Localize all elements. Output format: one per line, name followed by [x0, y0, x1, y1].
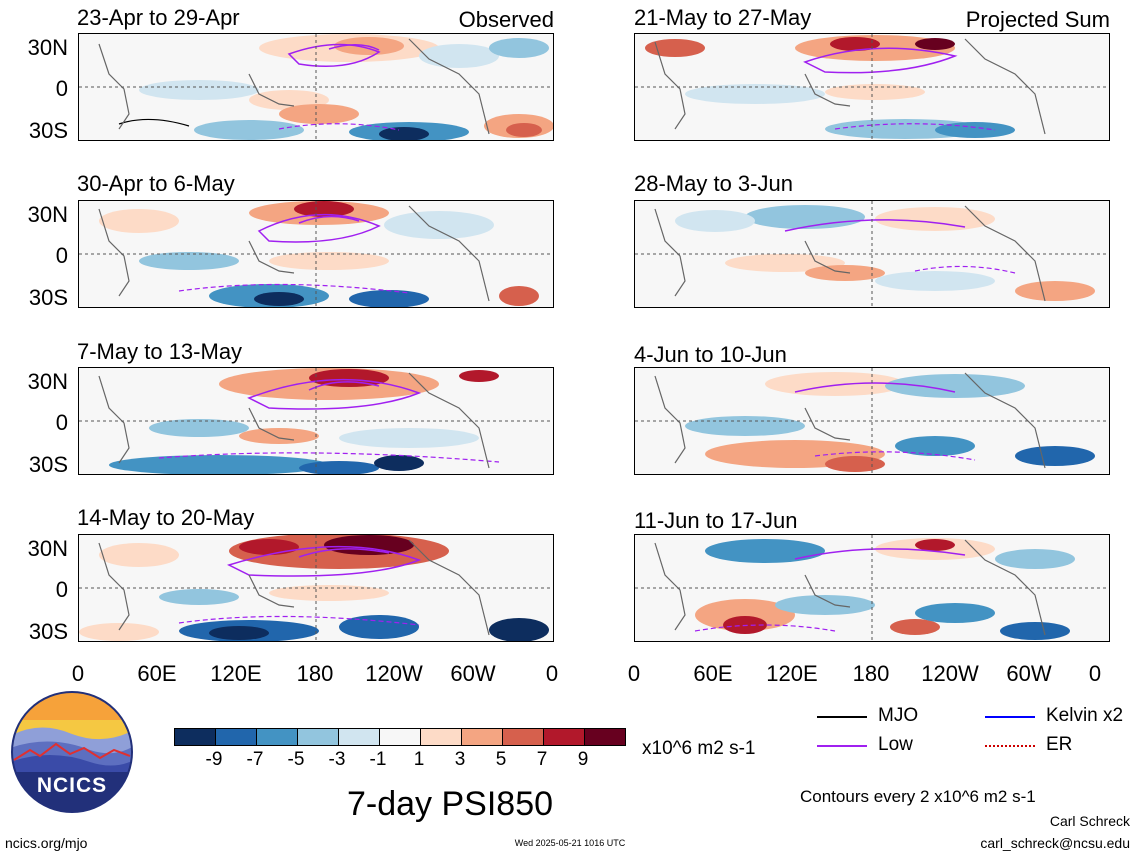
lon-label-60e-left: 60E [137, 661, 177, 686]
colorbar-segment-10 [585, 729, 625, 745]
map-panel-8 [634, 534, 1110, 642]
legend-label-er: ER [1046, 734, 1073, 755]
colorbar-segment-8 [503, 729, 544, 745]
lat-label-eq-1: 0 [55, 76, 68, 101]
colorbar-segment-4 [339, 729, 380, 745]
lon-label-60w-left: 60W [450, 661, 496, 686]
colorbar-segment-7 [462, 729, 503, 745]
lon-label-180-left: 180 [296, 661, 334, 686]
cbar-tick-neg9: -9 [205, 749, 223, 770]
map-field-5 [635, 34, 1109, 140]
map-field-6 [635, 201, 1109, 307]
map-panel-1 [78, 33, 554, 141]
colorbar-segment-5 [380, 729, 421, 745]
colorbar-segment-1 [216, 729, 257, 745]
lon-label-120e-left: 120E [210, 661, 262, 686]
lat-label-eq-2: 0 [55, 243, 68, 268]
lon-label-180-right: 180 [852, 661, 890, 686]
panel-title-4: 14-May to 20-May [77, 505, 255, 530]
lon-label-120w-left: 120W [365, 661, 423, 686]
map-panel-3 [78, 367, 554, 475]
legend-label-kelvin: Kelvin x2 [1046, 705, 1124, 726]
legend-line-kelvin [985, 716, 1035, 718]
lon-label-0-right: 0 [627, 661, 641, 686]
main-title: 7-day PSI850 [346, 785, 554, 823]
map-panel-6 [634, 200, 1110, 308]
lat-label-30n-3: 30N [27, 369, 68, 394]
cbar-tick-7: 7 [536, 749, 548, 770]
cbar-tick-neg5: -5 [287, 749, 305, 770]
observed-label: Observed [458, 7, 554, 32]
map-panel-2 [78, 200, 554, 308]
map-panel-4 [78, 534, 554, 642]
lat-label-30s-4: 30S [28, 619, 68, 644]
lat-label-30s-2: 30S [28, 285, 68, 310]
legend-label-low: Low [878, 734, 913, 755]
legend-line-mjo [817, 716, 867, 718]
map-panel-7 [634, 367, 1110, 475]
map-field-8 [635, 535, 1109, 641]
cbar-tick-3: 3 [454, 749, 466, 770]
colorbar-segment-2 [257, 729, 298, 745]
lat-label-30n-1: 30N [27, 35, 68, 60]
cbar-tick-neg3: -3 [328, 749, 346, 770]
cbar-tick-neg7: -7 [246, 749, 264, 770]
colorbar-units: x10^6 m2 s-1 [642, 738, 756, 759]
map-field-4 [79, 535, 553, 641]
colorbar [174, 728, 626, 746]
footer-email: carl_schreck@ncsu.edu [980, 835, 1130, 851]
lon-label-0-end-right: 0 [1088, 661, 1102, 686]
projected-sum-label: Projected Sum [965, 7, 1110, 32]
colorbar-segment-0 [175, 729, 216, 745]
lon-label-60w-right: 60W [1006, 661, 1052, 686]
lat-label-eq-4: 0 [55, 577, 68, 602]
map-panel-5 [634, 33, 1110, 141]
panel-title-1: 23-Apr to 29-Apr [77, 5, 240, 30]
panel-title-8: 11-Jun to 17-Jun [634, 508, 798, 533]
footer-author: Carl Schreck [1049, 813, 1130, 829]
lat-label-eq-3: 0 [55, 410, 68, 435]
map-field-3 [79, 368, 553, 474]
panel-title-5: 21-May to 27-May [634, 5, 812, 30]
logo-text: NCICS [36, 774, 108, 797]
colorbar-segment-6 [421, 729, 462, 745]
cbar-tick-9: 9 [577, 749, 589, 770]
cbar-tick-1: 1 [413, 749, 425, 770]
lat-label-30s-1: 30S [28, 118, 68, 143]
panel-title-6: 28-May to 3-Jun [634, 171, 793, 196]
panel-title-2: 30-Apr to 6-May [77, 171, 235, 196]
cbar-tick-neg1: -1 [369, 749, 387, 770]
lon-label-120e-right: 120E [766, 661, 818, 686]
ncics-logo: NCICS [10, 690, 134, 814]
map-field-2 [79, 201, 553, 307]
contour-note: Contours every 2 x10^6 m2 s-1 [800, 787, 1036, 806]
lon-label-60e-right: 60E [693, 661, 733, 686]
lat-label-30n-4: 30N [27, 536, 68, 561]
lon-label-120w-right: 120W [921, 661, 979, 686]
map-field-7 [635, 368, 1109, 474]
lon-label-0-left: 0 [71, 661, 85, 686]
legend-line-low [817, 745, 867, 747]
panel-title-3: 7-May to 13-May [77, 339, 243, 364]
legend-label-mjo: MJO [878, 705, 919, 726]
panel-title-7: 4-Jun to 10-Jun [634, 342, 787, 367]
footer-timestamp: Wed 2025-05-21 1016 UTC [514, 838, 626, 848]
cbar-tick-5: 5 [495, 749, 507, 770]
footer-site: ncics.org/mjo [5, 835, 88, 851]
ncics-logo-icon [11, 691, 133, 813]
legend-line-er [985, 745, 1035, 747]
lon-label-0-end-left: 0 [545, 661, 559, 686]
colorbar-segment-3 [298, 729, 339, 745]
colorbar-segment-9 [544, 729, 585, 745]
lat-label-30n-2: 30N [27, 202, 68, 227]
lat-label-30s-3: 30S [28, 452, 68, 477]
map-field-1 [79, 34, 553, 140]
